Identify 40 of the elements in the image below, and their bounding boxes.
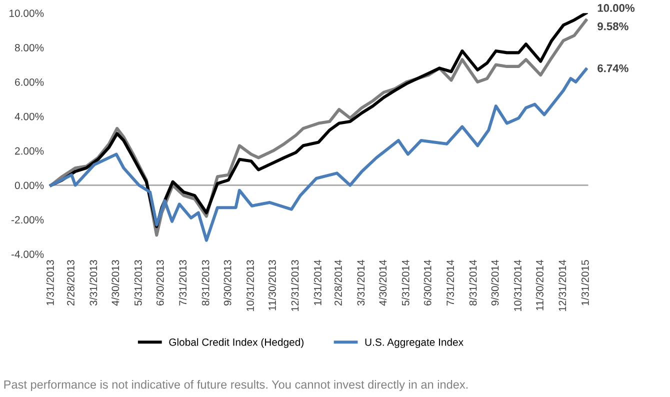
x-tick-label: 1/31/2014 [314, 260, 322, 306]
x-tick-label: 2/28/2013 [66, 260, 74, 306]
x-tick-label: 9/30/2014 [491, 260, 499, 306]
x-tick-label: 4/30/2013 [111, 260, 120, 306]
x-tick-label: 12/31/2014 [558, 260, 566, 311]
x-tick-label: 10/31/2014 [514, 260, 522, 311]
x-tick-label: 2/28/2014 [334, 260, 342, 306]
y-tick-label: 2.00% [15, 147, 44, 155]
x-tick-label: 4/30/2014 [378, 260, 387, 306]
x-tick-label: 1/31/2015 [581, 260, 589, 306]
line-series [50, 68, 588, 242]
x-tick-label: 6/30/2013 [156, 260, 164, 306]
y-tick-label: 6.00% [15, 78, 44, 86]
x-tick-label: 1/31/2013 [46, 260, 54, 306]
annotation: 9.58% [598, 22, 628, 30]
y-tick-label: 4.00% [14, 112, 44, 120]
x-tick-label: 7/31/2014 [446, 260, 454, 306]
annotation: 6.74% [598, 64, 628, 72]
annotation: 10.00% [598, 4, 635, 12]
x-tick-label: 12/31/2013 [291, 260, 299, 311]
x-tick-label: 11/30/2014 [536, 260, 544, 310]
x-tick-label: 10/31/2013 [246, 260, 254, 311]
x-tick-label: 6/30/2014 [424, 260, 432, 306]
legend-label: U.S. Aggregate Index [365, 338, 464, 348]
y-tick-label: -4.00% [12, 250, 44, 258]
x-tick-label: 8/31/2013 [202, 260, 210, 306]
x-tick-label: 5/31/2014 [402, 260, 410, 306]
x-tick-label: 3/31/2014 [356, 260, 365, 306]
x-tick-label: 5/31/2013 [134, 260, 142, 306]
y-tick-label: 10.00% [10, 10, 44, 17]
y-tick-label: 0.00% [14, 182, 44, 190]
y-tick-label: 8.00% [14, 44, 44, 52]
legend-label: Global Credit Index (Hedged) [169, 338, 304, 348]
x-tick-label: 7/31/2013 [178, 260, 187, 306]
x-tick-label: 3/31/2013 [89, 260, 98, 306]
x-tick-label: 9/30/2013 [224, 260, 232, 306]
x-tick-label: 11/30/2013 [268, 260, 276, 310]
x-tick-label: 8/31/2014 [469, 260, 477, 306]
y-tick-label: -2.00% [12, 216, 44, 224]
text: Past performance is not indicative of future results. You cannot invest directly in an index. [4, 380, 468, 392]
